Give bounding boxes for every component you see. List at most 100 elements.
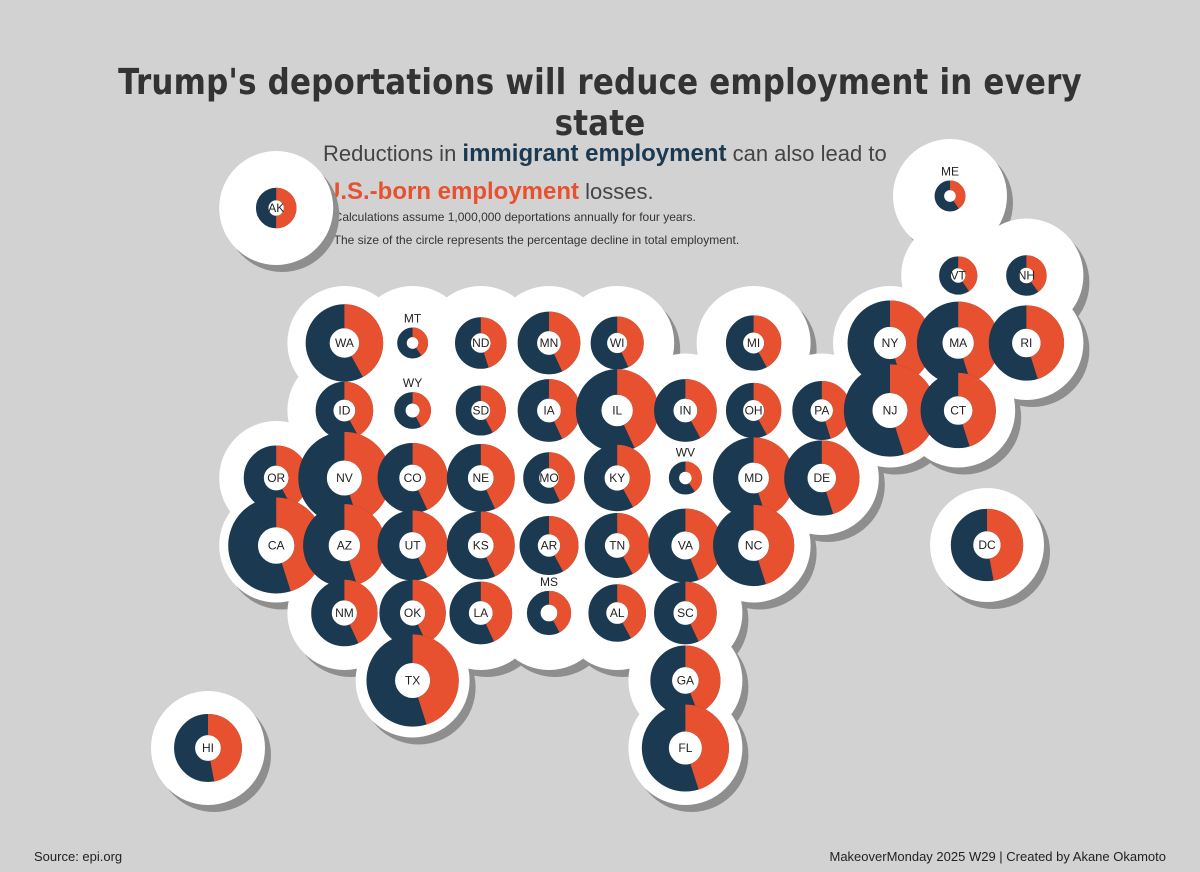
us-born-segment [446, 511, 515, 580]
state-label: UT [405, 539, 422, 553]
us-born-segment [988, 305, 1065, 381]
state-label: NJ [883, 404, 898, 418]
donut-ok: OK [379, 579, 446, 647]
state-label: SD [472, 404, 489, 418]
donut-nm: NM [311, 579, 378, 647]
us-born-segment [377, 510, 448, 581]
us-born-segment [648, 508, 723, 583]
state-label: KS [473, 539, 489, 553]
donut-ct: CT [920, 372, 996, 449]
state-label: WV [676, 445, 695, 459]
donut-tx: TX [366, 634, 459, 727]
state-label: WY [403, 376, 422, 390]
state-label: AL [610, 606, 625, 620]
state-label: MS [540, 575, 558, 589]
subtitle-text-1: Reductions in [323, 141, 463, 166]
us-born-segment [784, 440, 860, 516]
us-born-segment [519, 515, 579, 575]
us-born-segment [174, 714, 242, 782]
state-label: CT [950, 404, 967, 418]
us-born-segment [920, 372, 996, 449]
us-born-segment [394, 392, 431, 429]
us-born-segment [590, 316, 644, 370]
donut-wi: WI [590, 316, 644, 370]
state-label: MD [744, 471, 763, 485]
us-born-segment [950, 508, 1024, 582]
state-label: TX [405, 674, 420, 688]
donut-nh: NH [1006, 255, 1047, 296]
donut-az: AZ [303, 504, 386, 587]
donut-md: MD [712, 437, 795, 519]
state-label: ME [941, 165, 959, 179]
us-born-segment [712, 504, 795, 587]
chart-subtitle: Reductions in immigrant employment can a… [323, 135, 887, 211]
state-label: OR [267, 471, 285, 485]
subtitle-line-1: Reductions in immigrant employment can a… [323, 135, 887, 173]
us-born-segment [668, 461, 702, 495]
subtitle-text-3: losses. [579, 179, 654, 204]
state-label: OK [404, 606, 421, 620]
donut-ak: AK [255, 187, 297, 229]
state-label: NH [1018, 269, 1035, 283]
tile-ak [219, 151, 334, 265]
donut-ut: UT [377, 510, 448, 581]
donut-de: DE [784, 440, 860, 516]
source-note: Source: epi.org [34, 849, 123, 864]
state-label: FL [678, 741, 692, 755]
us-born-segment [305, 304, 384, 382]
donut-nj: NJ [843, 364, 937, 457]
state-label: CO [404, 471, 422, 485]
donut-hi: HI [174, 714, 242, 782]
donut-ar: AR [519, 515, 579, 576]
us-born-segment [311, 579, 378, 647]
tile-dc [930, 488, 1044, 602]
state-label: VA [678, 539, 693, 553]
state-label: MN [540, 336, 559, 350]
us-born-segment [255, 187, 297, 229]
donut-mt: MT [397, 312, 429, 359]
us-born-segment [712, 437, 795, 519]
donut-ms: MS [526, 575, 572, 636]
state-label: HI [202, 741, 214, 755]
state-label: NC [745, 539, 763, 553]
us-born-segment [517, 379, 581, 442]
credit-note: MakeoverMonday 2025 W29 | Created by Aka… [829, 849, 1166, 864]
state-label: DE [813, 471, 830, 485]
donut-wa: WA [305, 304, 384, 382]
donut-co: CO [377, 442, 448, 514]
footnote-deportations: *Calculations assume 1,000,000 deportati… [329, 210, 696, 224]
state-label: RI [1020, 336, 1032, 350]
us-born-segment [523, 452, 575, 504]
donut-mo: MO [523, 452, 575, 504]
donut-in: IN [654, 379, 717, 442]
state-label: MI [747, 336, 760, 350]
us-born-segment [641, 704, 729, 792]
immigrant-employment-label: immigrant employment [462, 140, 727, 167]
tile-ct [901, 353, 1016, 468]
state-label: OH [745, 404, 763, 418]
state-donuts: AK ME VT NH WA MT ND MN WI MI NY MA RI ID WY SD IA IL IN OH… [174, 165, 1065, 792]
state-label: NM [335, 606, 354, 620]
donut-al: AL [588, 584, 646, 642]
donut-mn: MN [517, 311, 581, 375]
subtitle-line-2: U.S.-born employment losses. [323, 173, 887, 211]
state-tiles [151, 139, 1084, 805]
chart-title: Trump's deportations will reduce employm… [118, 62, 1082, 144]
us-born-segment [298, 431, 391, 525]
state-label: KY [609, 471, 625, 485]
us-born-segment [584, 444, 651, 512]
us-born-segment [916, 301, 1000, 385]
state-label: CA [268, 539, 285, 553]
state-label: MT [404, 312, 422, 326]
us-born-segment [725, 382, 782, 439]
donut-id: ID [315, 381, 374, 440]
state-label: IL [612, 404, 622, 418]
donut-sd: SD [455, 385, 506, 436]
state-label: LA [473, 606, 488, 620]
donut-ky: KY [583, 444, 651, 512]
us-born-segment [725, 315, 782, 371]
us-born-segment [584, 513, 650, 578]
us-born-segment [397, 327, 429, 359]
